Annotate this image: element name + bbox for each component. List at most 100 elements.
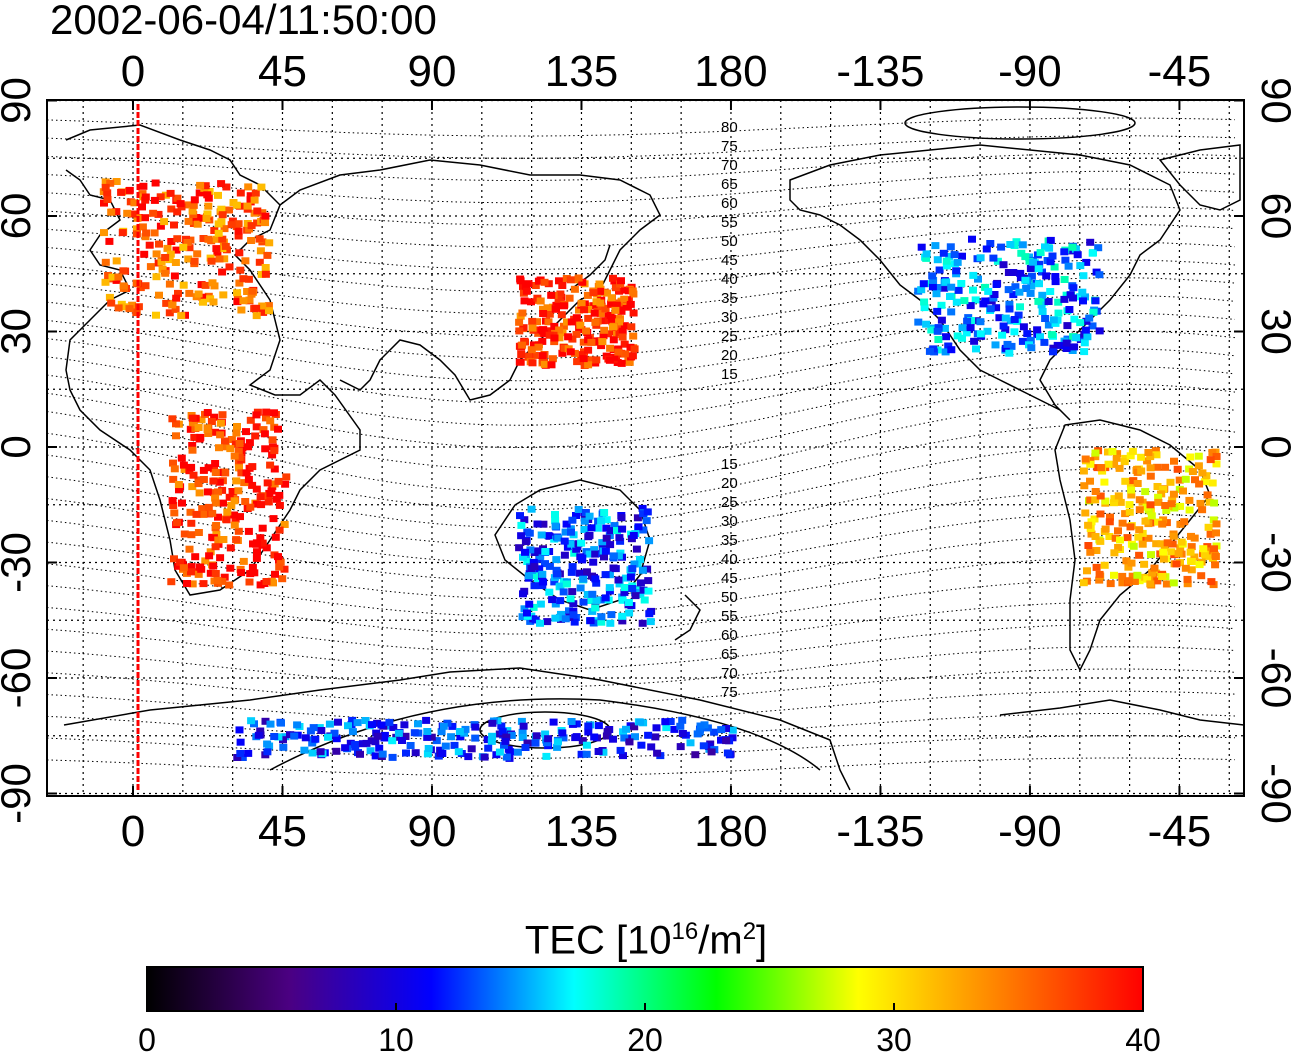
tec-point <box>601 594 610 602</box>
tec-point <box>325 720 334 728</box>
dip-latitude-contour <box>47 468 1236 546</box>
tec-point <box>629 532 638 539</box>
tec-point <box>539 520 548 528</box>
tec-point <box>100 229 108 237</box>
tec-point <box>160 218 169 226</box>
tec-point <box>1114 527 1122 535</box>
tec-point <box>1005 305 1014 313</box>
tec-point <box>1005 300 1014 308</box>
tec-point <box>237 469 246 477</box>
tec-point <box>202 215 211 222</box>
tec-point <box>599 748 608 756</box>
tec-point <box>194 290 203 298</box>
tec-point <box>565 294 574 302</box>
right-axis-label: 90 <box>1253 77 1292 124</box>
tec-point <box>373 732 382 740</box>
tec-point <box>1091 488 1100 495</box>
tec-point <box>570 618 579 626</box>
tec-point <box>622 725 630 733</box>
tec-point <box>560 537 569 545</box>
tec-point <box>380 734 389 742</box>
tec-point <box>597 517 606 525</box>
tec-point <box>625 358 634 366</box>
tec-point <box>1027 272 1036 280</box>
tec-point <box>261 445 270 453</box>
colorbar-tick-label: 20 <box>627 1022 663 1057</box>
tec-point <box>1063 322 1072 330</box>
tec-point <box>241 257 250 265</box>
tec-point <box>587 524 596 532</box>
tec-point <box>646 618 655 626</box>
coast-antarctic-ring <box>269 698 821 771</box>
tec-point <box>536 619 544 627</box>
tec-point <box>244 183 253 191</box>
contour-labels: 80 75 70 65 60 55 50 45 40 35 30 25 20 15 15 20 25 30 35 40… <box>721 119 738 701</box>
tec-point <box>629 332 638 340</box>
tec-point <box>1161 502 1170 509</box>
contour-label: 65 <box>721 646 738 663</box>
tec-point <box>373 719 382 727</box>
tec-point <box>587 338 596 346</box>
tec-point <box>119 282 128 290</box>
tec-point <box>1187 543 1196 551</box>
tec-point <box>972 345 980 353</box>
tec-point <box>1036 249 1045 257</box>
tec-point <box>423 728 432 735</box>
tec-point <box>225 493 234 501</box>
tec-point <box>183 239 192 246</box>
tec-point <box>243 202 252 210</box>
tec-point <box>1079 579 1088 587</box>
colorbar-tick-label: 30 <box>876 1022 912 1057</box>
tec-point <box>1185 496 1194 504</box>
tec-point <box>1200 478 1209 486</box>
tec-point <box>609 274 617 282</box>
tec-point <box>568 588 577 596</box>
tec-point <box>156 193 165 201</box>
tec-point <box>203 426 212 433</box>
tec-point <box>599 317 608 325</box>
tec-point <box>162 299 171 307</box>
tec-point <box>221 242 230 250</box>
tec-point <box>199 298 207 306</box>
tec-point <box>234 232 243 240</box>
tec-point <box>255 258 264 266</box>
tec-point <box>128 210 137 218</box>
tec-point <box>564 333 573 341</box>
tec-point <box>584 346 593 354</box>
tec-point <box>214 229 223 237</box>
tec-point <box>528 359 537 367</box>
tec-point <box>531 739 540 747</box>
tec-point <box>605 584 614 592</box>
tec-point <box>1128 572 1137 580</box>
tec-point <box>1001 344 1010 352</box>
tec-point <box>1038 291 1047 299</box>
contour-label: 25 <box>721 494 738 511</box>
tec-point <box>270 733 279 740</box>
tec-point <box>999 261 1008 269</box>
tec-point <box>188 446 197 454</box>
tec-point <box>1153 577 1162 585</box>
dip-latitude-contour <box>47 135 1236 159</box>
tec-point <box>281 480 290 488</box>
tec-point <box>1159 548 1168 556</box>
tec-point <box>1159 486 1167 493</box>
tec-point <box>212 522 221 529</box>
tec-point <box>601 571 610 579</box>
tec-point <box>234 227 243 235</box>
tec-point <box>609 564 618 572</box>
tec-point <box>1110 495 1119 503</box>
tec-point <box>1105 533 1114 540</box>
tec-point <box>539 310 548 317</box>
tec-point <box>212 245 221 253</box>
tec-point <box>265 307 273 315</box>
tec-point <box>533 318 542 326</box>
tec-point <box>556 582 565 590</box>
tec-point <box>950 251 959 259</box>
tec-point <box>541 548 550 555</box>
tec-point <box>593 524 602 532</box>
tec-point <box>1169 490 1178 498</box>
tec-point <box>1129 542 1138 550</box>
tec-point <box>638 566 647 574</box>
tec-point <box>933 307 942 315</box>
tec-point <box>530 582 539 590</box>
